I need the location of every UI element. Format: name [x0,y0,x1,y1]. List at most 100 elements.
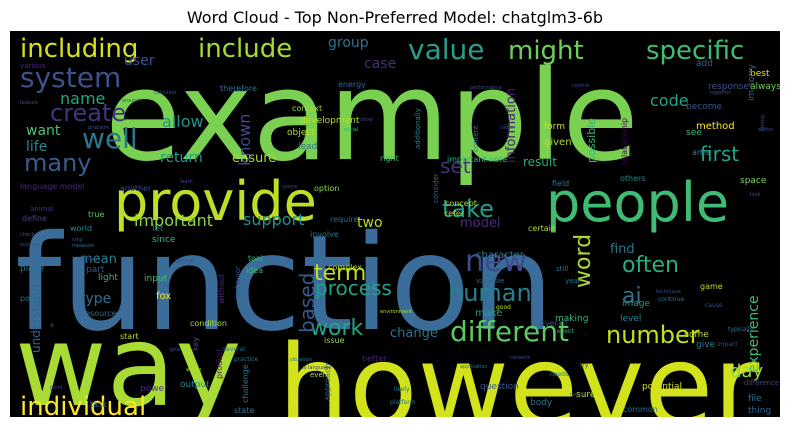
word-platform: platform [390,399,416,406]
word-response: response [708,82,749,92]
word-want: want [26,123,61,139]
word-consider: consider [432,173,440,203]
word-typically: typically [728,326,754,333]
word-product: product [215,348,224,379]
word-together: together [710,90,732,96]
word-idea: idea [246,266,263,275]
word-control: control [572,83,589,89]
word-value: value [408,33,484,66]
word-still: still [556,265,568,273]
word-group: group [328,35,369,51]
word-set: set [440,154,471,178]
word-life: life [26,139,47,155]
word-since: since [152,235,176,245]
word-show: show [360,117,373,123]
word-resource: resource [82,309,117,318]
word-likely: likely [394,386,410,393]
word-action: action [186,367,201,373]
word-game: game [700,282,723,291]
word-right: right [380,154,399,163]
word-performance: performance [470,85,502,91]
word-involve: involve [310,230,339,239]
word-information: information [504,88,519,163]
word-content: content [472,125,480,152]
word-human: human [448,279,532,307]
word-important: important [134,211,213,230]
word-light: light [98,273,118,283]
word-model: model [460,216,500,231]
word-another: another [120,184,152,193]
word-year: year [565,277,581,285]
word-cloud-canvas: example function however way provide people in… [10,31,780,417]
word-first: first [700,142,739,166]
word-body: body [530,398,553,408]
word-problem: problem [88,125,109,131]
word-fox: fox [156,291,171,302]
word-behavior: behavior [234,266,242,297]
word-without: without [217,274,226,304]
word-situation: situation [290,357,312,363]
word-needs: needs [570,392,585,398]
word-strong: strong [760,115,766,131]
word-include: include [198,34,292,64]
word-level: level [620,314,641,324]
word-give: give [696,340,716,350]
word-code: code [650,91,689,110]
word-power: power [140,384,168,394]
word-point: point [50,385,63,391]
word-issue: issue [324,336,345,345]
word-others: others [620,174,645,183]
word-task: task [90,400,107,409]
word-come: come [684,330,709,340]
word-understand: understand [29,284,43,353]
word-ensure: ensure [232,151,276,166]
word-common: common [623,405,658,414]
word-might: might [508,36,584,66]
word-potential: potential [642,382,682,392]
word-two: two [357,215,383,231]
word-let: let [152,224,164,234]
word-type: type [80,291,111,307]
word-input: input [144,274,168,284]
word-object: object [287,128,315,138]
word-new: new [465,244,527,279]
word-general: general [175,258,194,264]
word-step: step [72,237,83,243]
word-calculate: calculate [154,90,177,96]
word-part: part [86,265,105,275]
word-known: known [235,114,254,166]
word-current: current [80,257,98,263]
word-ai-language: ai language [302,365,331,371]
word-file: file [748,394,762,404]
word-continue: continue [658,296,684,303]
word-often: often [622,253,679,278]
word-energy: energy [338,80,366,89]
word-practice: practice [234,356,259,363]
word-look: look [750,192,761,198]
word-user: user [124,53,155,69]
word-context: context [292,104,322,113]
word-better: better [362,354,387,363]
word-around: around [122,98,140,104]
word-take: take [442,195,494,223]
word-add: add [696,59,713,69]
word-process: process [315,276,392,300]
word-experience: experience [746,295,762,373]
word-environment: environment [380,309,412,315]
word-solution: solution [20,242,40,248]
chart-title: Word Cloud - Top Non-Preferred Model: ch… [186,8,604,27]
word-approach: approach [323,364,332,401]
word-tool: tool [248,254,263,263]
word-social: social [344,127,358,133]
word-concept: concept [445,199,477,208]
word-state: state [234,406,254,415]
word-change: change [390,326,438,341]
word-challenge: challenge [241,364,250,403]
word-people: people [546,171,729,234]
word-cause: cause [705,302,723,309]
word-require: require [330,215,359,224]
word-ai: ai [622,284,642,309]
word-result: result [523,155,557,169]
word-method: method [696,121,735,132]
word-good: good [496,304,511,311]
